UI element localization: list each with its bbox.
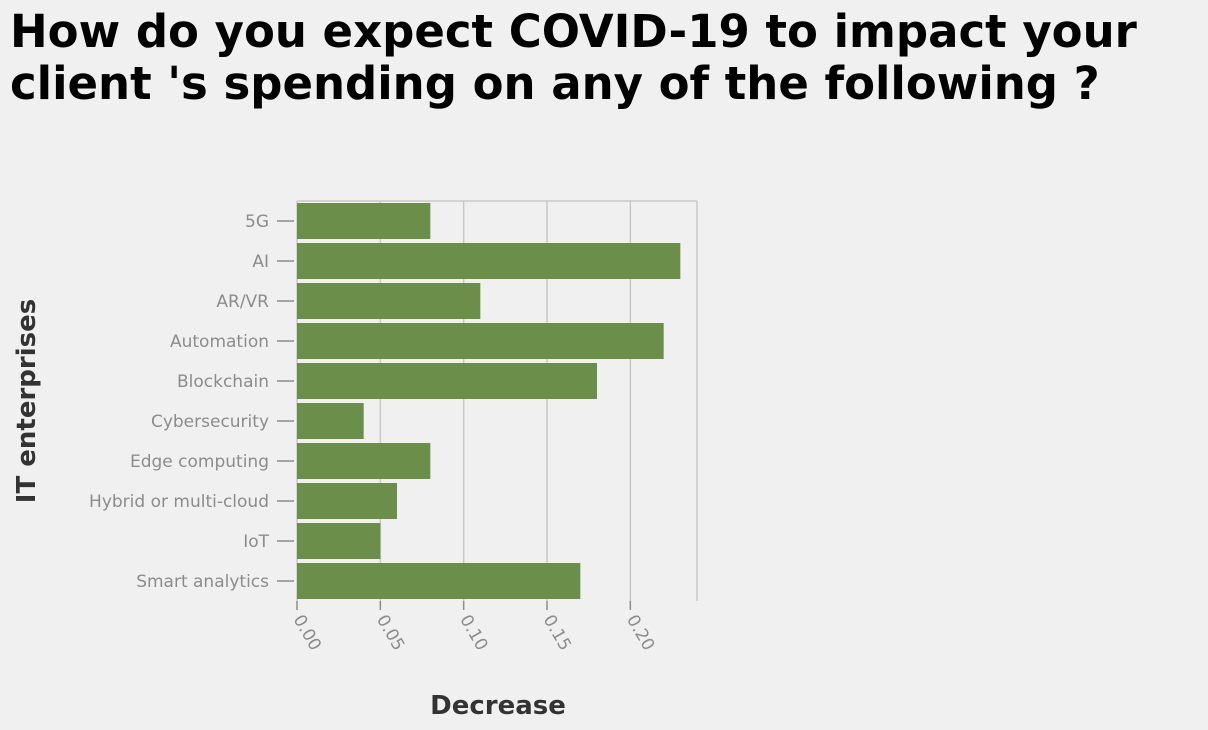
x-tick-label: 0.10 [455, 612, 491, 655]
chart-title: How do you expect COVID-19 to impact you… [10, 5, 1137, 110]
bar [297, 483, 397, 519]
bar [297, 283, 481, 319]
x-axis-title: Decrease [430, 691, 566, 721]
x-tick-label: 0.15 [539, 612, 575, 655]
x-axis: 0.00 0.05 0.10 0.15 0.20 [289, 601, 658, 655]
y-tick-label: Blockchain [177, 372, 269, 392]
bar [297, 243, 681, 279]
bar [297, 443, 431, 479]
x-tick-label: 0.00 [289, 612, 325, 655]
bar [297, 563, 581, 599]
bar [297, 403, 364, 439]
y-tick-label: Cybersecurity [151, 412, 269, 432]
bar [297, 323, 664, 359]
y-tick-label: AR/VR [216, 292, 269, 312]
y-tick-label: AI [252, 252, 269, 272]
x-tick-label: 0.05 [372, 612, 408, 655]
y-tick-label: Automation [170, 332, 269, 352]
y-tick-label: Hybrid or multi-cloud [89, 492, 269, 512]
y-axis-title: IT enterprises [12, 299, 42, 503]
x-tick-label: 0.20 [622, 612, 658, 655]
bar [297, 203, 431, 239]
y-tick-label: IoT [243, 532, 269, 552]
bar [297, 523, 381, 559]
y-tick-label: 5G [245, 212, 269, 232]
y-axis: 5G AI AR/VR Automation Blockchain Cybersecuri… [89, 212, 294, 592]
y-tick-label: Edge computing [130, 452, 269, 472]
bar [297, 363, 597, 399]
y-tick-label: Smart analytics [136, 572, 269, 592]
bars [297, 203, 681, 599]
